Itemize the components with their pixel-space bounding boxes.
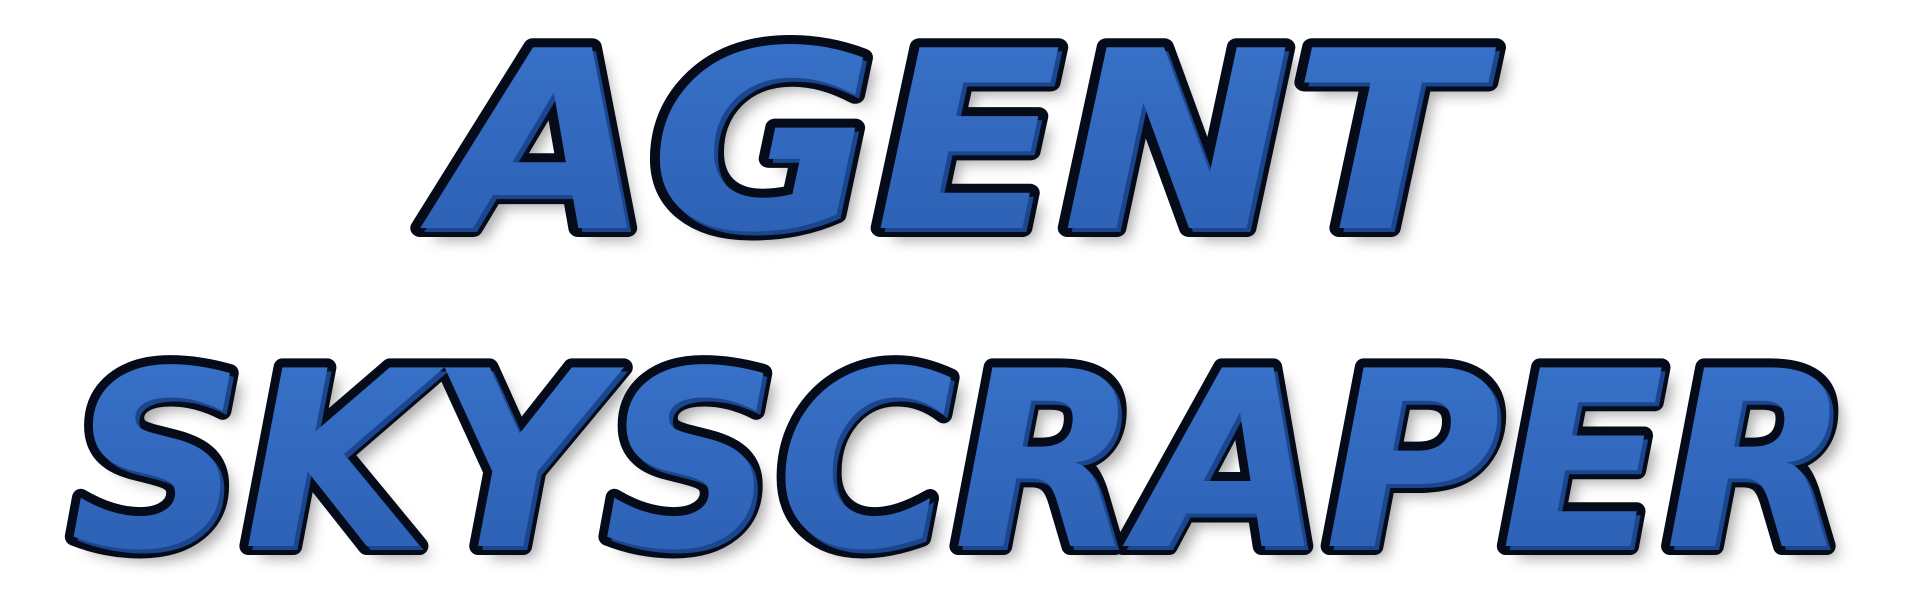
title-line-1-face: AGENT (419, 0, 1496, 287)
title-line-1-outline: AGENT (419, 0, 1496, 287)
title-line-1: AGENT AGENT AGENT AGENT (410, 0, 1508, 299)
title-line-2-depth: SKYSCRAPER (74, 323, 1854, 600)
title-line-1-shadow: AGENT (431, 11, 1508, 299)
title-line-2-outline: SKYSCRAPER (70, 319, 1850, 600)
title-line-1-depth: AGENT (423, 3, 1500, 291)
title-line-2-face: SKYSCRAPER (70, 319, 1850, 600)
title-line-2-shadow: SKYSCRAPER (82, 331, 1862, 600)
title-line-2: SKYSCRAPER SKYSCRAPER SKYSCRAPER SKYSCRA… (61, 310, 1862, 600)
